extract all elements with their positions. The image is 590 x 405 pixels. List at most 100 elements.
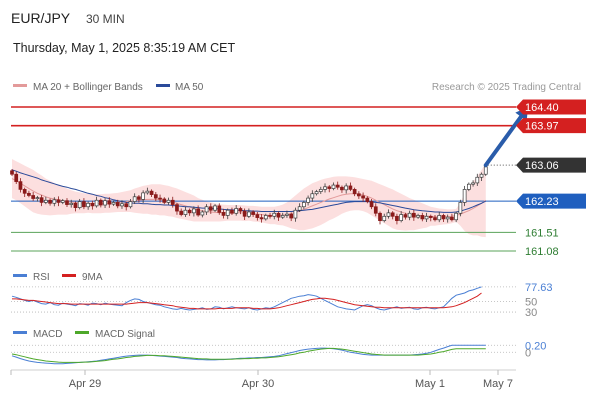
indicator-series-0: [11, 344, 486, 365]
candle-body: [86, 202, 90, 208]
candle-body: [386, 212, 391, 217]
candle-body: [344, 185, 349, 191]
candle-body: [65, 200, 69, 205]
indicator-axis-label-0: 77.63: [525, 282, 553, 294]
candle-body: [416, 215, 420, 218]
candle-body: [149, 190, 154, 195]
candle-body: [450, 216, 454, 221]
candle-body: [433, 217, 437, 221]
candle-body: [52, 199, 57, 204]
rsi-ma-legend-label: 9MA: [82, 272, 103, 283]
candle-body: [272, 212, 277, 217]
candle-body: [69, 202, 74, 205]
candle-body: [318, 189, 323, 192]
candle-body: [420, 215, 425, 220]
candle-body: [259, 217, 264, 220]
candle-body: [280, 215, 285, 218]
candle-body: [73, 202, 78, 208]
candle-body: [183, 209, 188, 215]
candle-body: [247, 211, 251, 217]
credit-label: Research © 2025 Trading Central: [432, 82, 581, 93]
candle-body: [458, 202, 463, 214]
candle-body: [31, 195, 35, 199]
candle-body: [310, 193, 315, 199]
ma20-legend-swatch: [13, 84, 27, 87]
candle-body: [483, 166, 488, 175]
candle-body: [132, 196, 137, 202]
candle-body: [479, 173, 484, 178]
candle-body: [187, 209, 192, 214]
resistance-price-tag-0: [516, 99, 586, 115]
bollinger-band-area: [12, 159, 486, 238]
candle-body: [27, 192, 31, 196]
candle-body: [412, 212, 416, 218]
candle-body: [39, 197, 44, 203]
candle-body: [18, 181, 23, 190]
candle-body: [445, 216, 450, 220]
candle-body: [331, 184, 336, 189]
candle-body: [369, 201, 374, 208]
candle-body: [373, 206, 378, 214]
candle-body: [103, 200, 107, 206]
candle-body: [403, 214, 408, 218]
ma50-legend-swatch: [156, 84, 170, 87]
candle-body: [238, 208, 243, 212]
macd-legend-label: MACD: [33, 329, 62, 340]
candle-body: [268, 215, 272, 217]
candle-body: [357, 193, 361, 197]
ma20-legend-label: MA 20 + Bollinger Bands: [33, 82, 143, 93]
x-axis-ticks: Apr 29 Apr 30 May 1 May 7: [10, 370, 513, 390]
timeframe-label: 30 MIN: [86, 12, 125, 26]
candle-body: [153, 194, 158, 199]
candle-body: [124, 203, 129, 208]
support-price-label-5: 161.08: [525, 246, 559, 258]
candle-body: [395, 215, 399, 221]
macd-legend-swatch: [13, 331, 27, 334]
last-price-tag-2: [516, 157, 586, 173]
price-levels: [11, 106, 516, 252]
candle-body: [382, 215, 387, 221]
candle-body: [213, 205, 217, 211]
candle-body: [454, 212, 458, 221]
candle-body: [158, 197, 162, 200]
candle-body: [323, 186, 327, 190]
candle-body: [204, 206, 209, 213]
candle-body: [285, 213, 289, 216]
candle-body: [175, 204, 179, 212]
datetime-label: Thursday, May 1, 2025 8:35:19 AM CET: [13, 41, 235, 55]
candle-body: [424, 215, 429, 220]
candle-body: [98, 199, 103, 206]
candle-body: [196, 208, 200, 216]
macd-signal-legend-label: MACD Signal: [95, 329, 155, 340]
resistance-price-tag-1: [516, 118, 586, 134]
candle-body: [437, 215, 442, 221]
candle-body: [141, 192, 145, 200]
candle-body: [361, 195, 365, 199]
candle-body: [293, 209, 298, 219]
candle-body: [192, 208, 196, 214]
resistance-price-label-0: 164.40: [525, 102, 559, 114]
candle-body: [14, 173, 19, 182]
candle-body: [230, 209, 234, 214]
candle-body: [217, 205, 222, 213]
forecast-arrow: [483, 107, 529, 168]
candle-body: [335, 184, 340, 188]
candle-body: [166, 199, 171, 203]
candle-body: [10, 170, 14, 175]
support-price-label-4: 161.51: [525, 227, 559, 239]
ma50-legend-label: MA 50: [175, 82, 204, 93]
candle-body: [162, 198, 167, 203]
x-tick-label-3: May 7: [483, 378, 513, 390]
candle-body: [56, 199, 61, 203]
indicator-axis-label-1: 50: [525, 297, 537, 309]
candle-body: [128, 201, 133, 208]
candle-body: [348, 185, 353, 190]
candle-body: [314, 191, 319, 195]
candle-body: [352, 189, 357, 195]
candle-body: [475, 176, 480, 184]
candlesticks: [10, 164, 488, 225]
x-tick-label-1: Apr 30: [242, 378, 274, 390]
candle-body: [327, 186, 332, 189]
